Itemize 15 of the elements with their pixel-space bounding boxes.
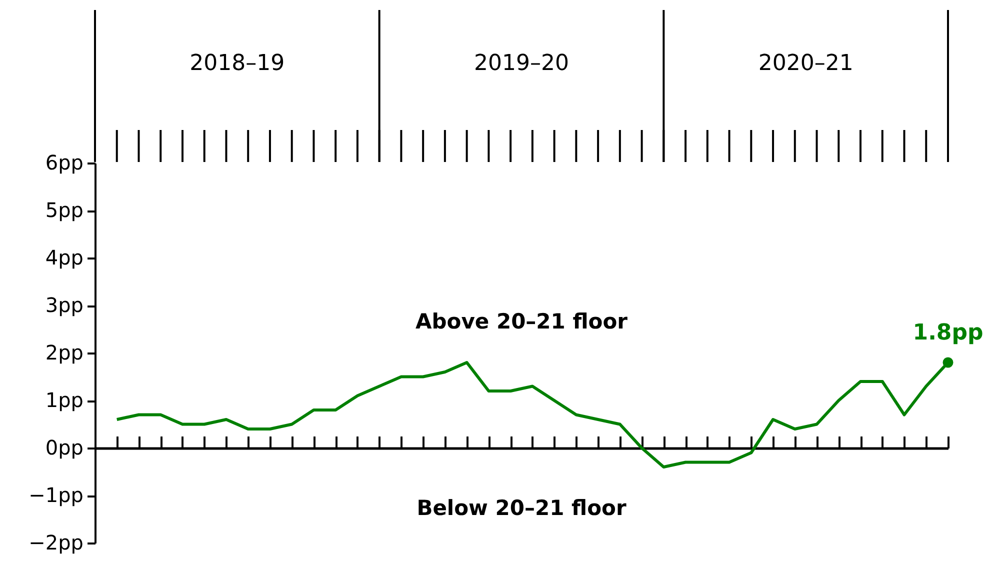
annotation: Below 20–21 floor bbox=[416, 496, 627, 520]
y-tick-label: 2pp bbox=[45, 340, 84, 364]
text: 2020–21 bbox=[758, 51, 854, 76]
text: 2019–20 bbox=[474, 51, 569, 76]
y-tick-label: 1pp bbox=[45, 388, 84, 412]
y-tick-label: 3pp bbox=[45, 293, 84, 317]
y-tick-label: −2pp bbox=[28, 530, 84, 554]
y-tick-label: 0pp bbox=[45, 436, 84, 460]
text: 2018–19 bbox=[190, 51, 285, 76]
y-tick-label: 4pp bbox=[45, 246, 84, 270]
y-tick-label: 5pp bbox=[45, 198, 84, 222]
annotation: Above 20–21 floor bbox=[416, 310, 628, 334]
y-tick-label: −1pp bbox=[28, 483, 84, 507]
y-tick-label: 6pp bbox=[45, 150, 84, 174]
data-label: 1.8pp bbox=[912, 320, 984, 346]
